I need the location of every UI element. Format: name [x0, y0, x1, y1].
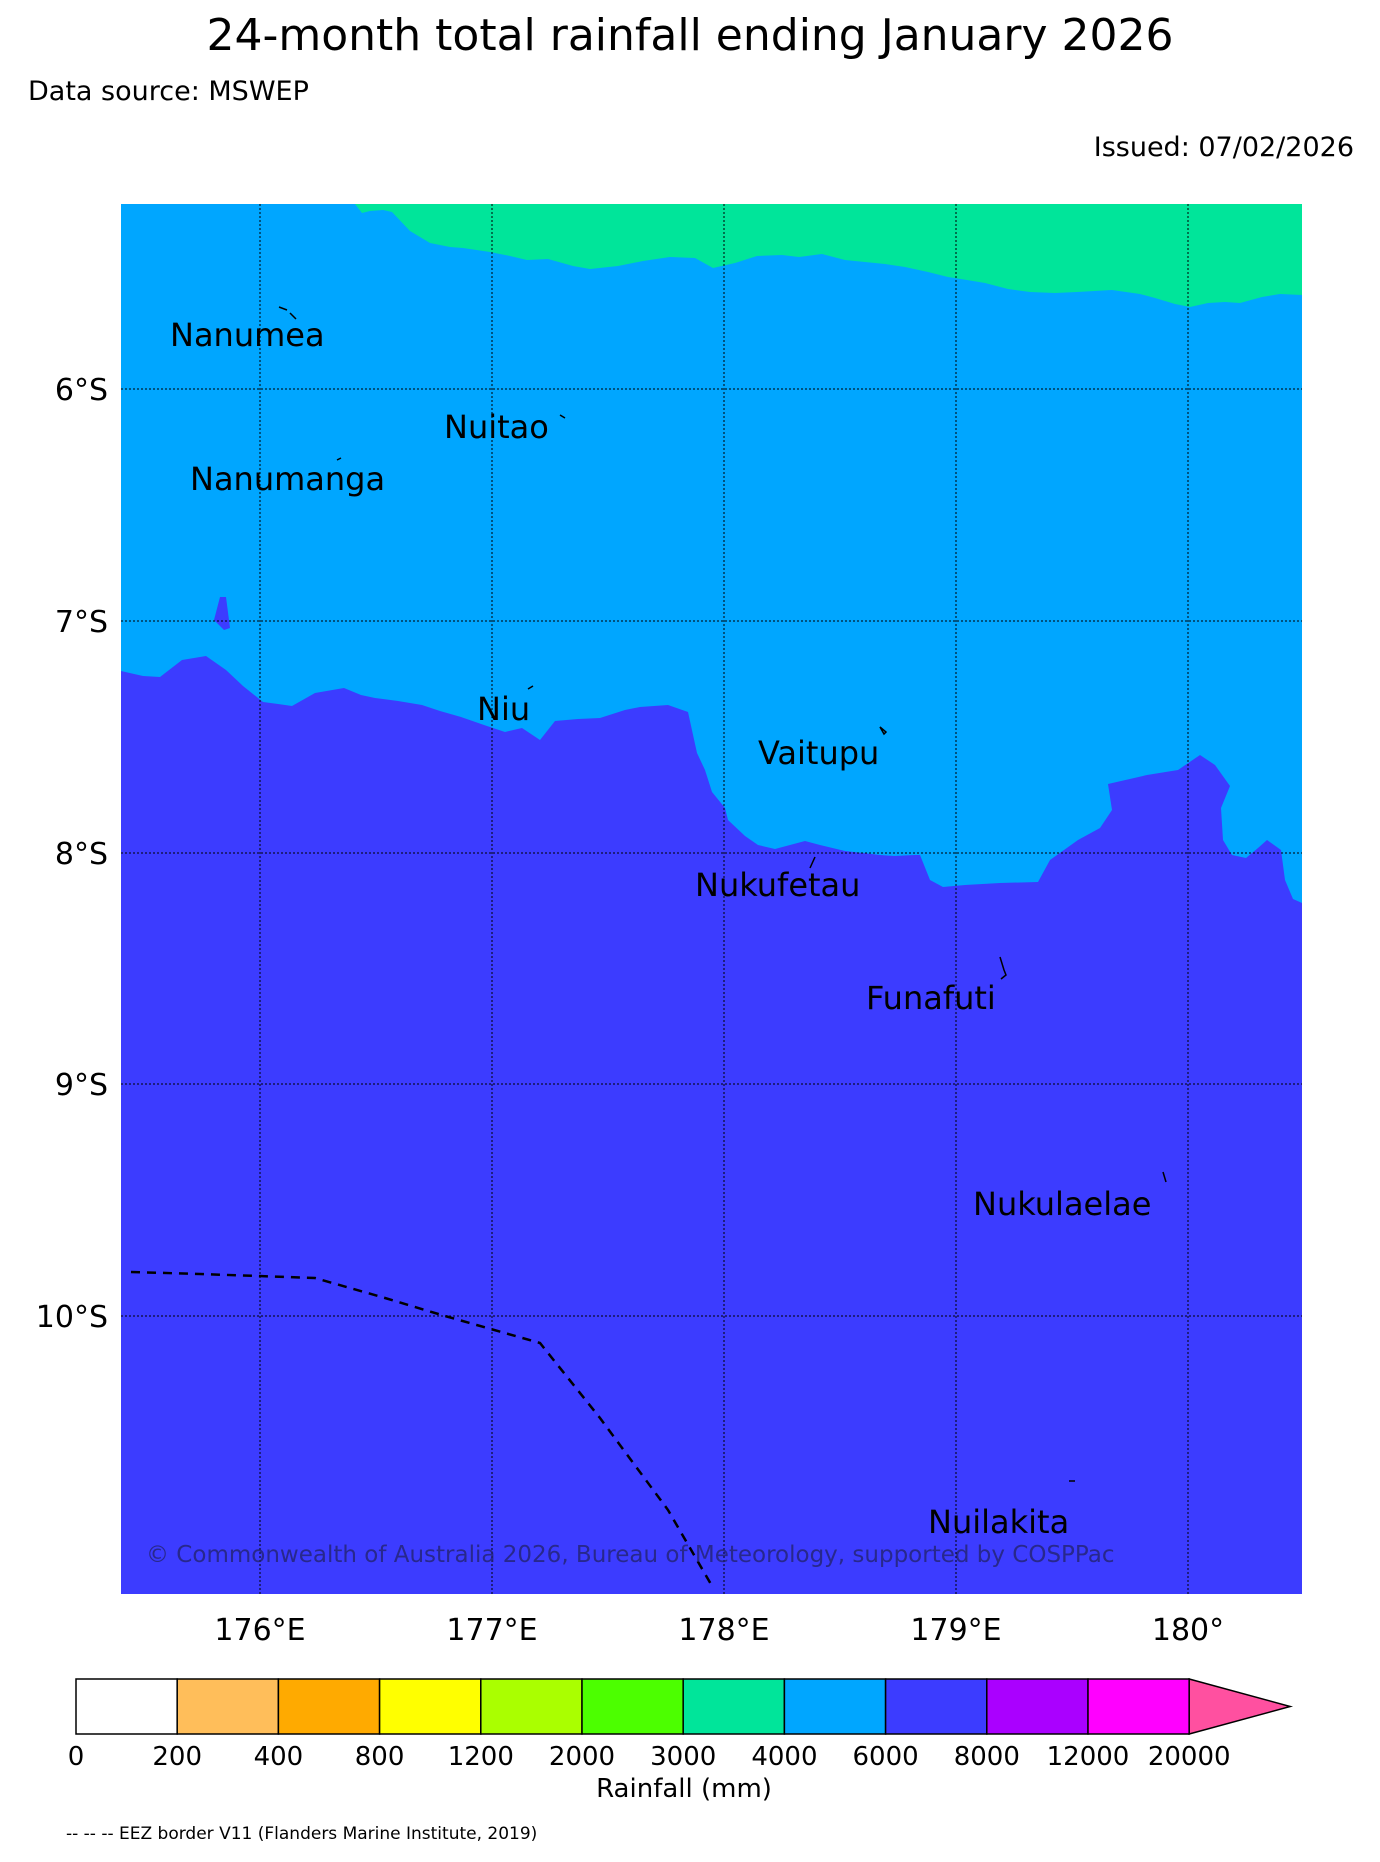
colorbar-segment — [176, 1678, 280, 1735]
lat-label: 8°S — [55, 837, 108, 872]
island-shape-vaitupu — [879, 726, 888, 736]
island-shape-funafuti — [999, 956, 1007, 980]
zone-4000-6000 — [121, 204, 1302, 903]
colorbar-segment — [783, 1678, 887, 1735]
colorbar-tick-label: 12000 — [1047, 1742, 1130, 1772]
island-label-nukufetau: Nukufetau — [695, 866, 860, 904]
island-label-nuitao: Nuitao — [444, 408, 549, 446]
colorbar-tick-label: 3000 — [650, 1742, 716, 1772]
colorbar-segment — [378, 1678, 482, 1735]
colorbar-tick-label: 20000 — [1148, 1742, 1231, 1772]
lat-label: 9°S — [55, 1068, 108, 1103]
colorbar-label: Rainfall (mm) — [596, 1774, 772, 1804]
colorbar-tick-label: 400 — [254, 1742, 304, 1772]
colorbar-segment — [986, 1678, 1089, 1735]
lat-label: 6°S — [55, 373, 108, 408]
colorbar-tick-label: 2000 — [549, 1742, 615, 1772]
gridlines — [121, 204, 1302, 1594]
colorbar-segment — [682, 1678, 786, 1735]
copyright-notice: © Commonwealth of Australia 2026, Bureau… — [146, 1542, 1115, 1568]
island-shape-nuitao — [559, 414, 566, 419]
island-label-nuilakita: Nuilakita — [928, 1503, 1069, 1541]
colorbar-segment — [277, 1678, 381, 1735]
colorbar-segment — [1087, 1678, 1190, 1735]
colorbar-tick-label: 1200 — [448, 1742, 514, 1772]
lon-label: 180° — [1152, 1613, 1224, 1648]
island-shape-nanumea — [278, 306, 297, 320]
eez-footnote: -- -- -- EEZ border V11 (Flanders Marine… — [66, 1824, 538, 1844]
island-label-nanumea: Nanumea — [170, 316, 325, 354]
zone-6000-8000-spot — [214, 597, 230, 630]
island-label-nukulaelae: Nukulaelae — [973, 1185, 1151, 1223]
colorbar-tick-label: 800 — [355, 1742, 405, 1772]
colorbar-tick-label: 6000 — [853, 1742, 919, 1772]
zone-3000-4000 — [355, 204, 1302, 307]
colorbar-tick-label: 4000 — [751, 1742, 817, 1772]
lat-label: 10°S — [36, 1300, 108, 1335]
chart-title: 24-month total rainfall ending January 2… — [206, 10, 1174, 61]
colorbar-tick-label: 200 — [152, 1742, 202, 1772]
lat-label: 7°S — [55, 605, 108, 640]
issued-date: Issued: 07/02/2026 — [1093, 132, 1354, 163]
colorbar-segment — [581, 1678, 684, 1735]
colorbar-tick-label: 0 — [68, 1742, 85, 1772]
colorbar-segment — [480, 1678, 583, 1735]
colorbar-tick-label: 8000 — [954, 1742, 1020, 1772]
island-shape-nanumanga — [336, 457, 342, 461]
island-label-vaitupu: Vaitupu — [758, 734, 879, 772]
lon-label: 179°E — [910, 1613, 1001, 1648]
island-shapes — [278, 306, 1167, 1482]
lon-label: 177°E — [446, 1613, 537, 1648]
lon-label: 178°E — [678, 1613, 769, 1648]
island-label-funafuti: Funafuti — [866, 979, 996, 1017]
island-shape-nukulaelae — [1162, 1171, 1167, 1183]
island-shape-nukufetau — [809, 856, 816, 869]
colorbar-extend-arrow — [1188, 1678, 1294, 1735]
lon-label: 176°E — [214, 1613, 305, 1648]
island-label-niu: Niu — [477, 690, 530, 728]
island-label-nanumanga: Nanumanga — [190, 460, 385, 498]
data-source: Data source: MSWEP — [28, 76, 309, 107]
colorbar-segment — [75, 1678, 178, 1735]
colorbar-segment — [884, 1678, 988, 1735]
island-shape-niu — [527, 685, 534, 690]
